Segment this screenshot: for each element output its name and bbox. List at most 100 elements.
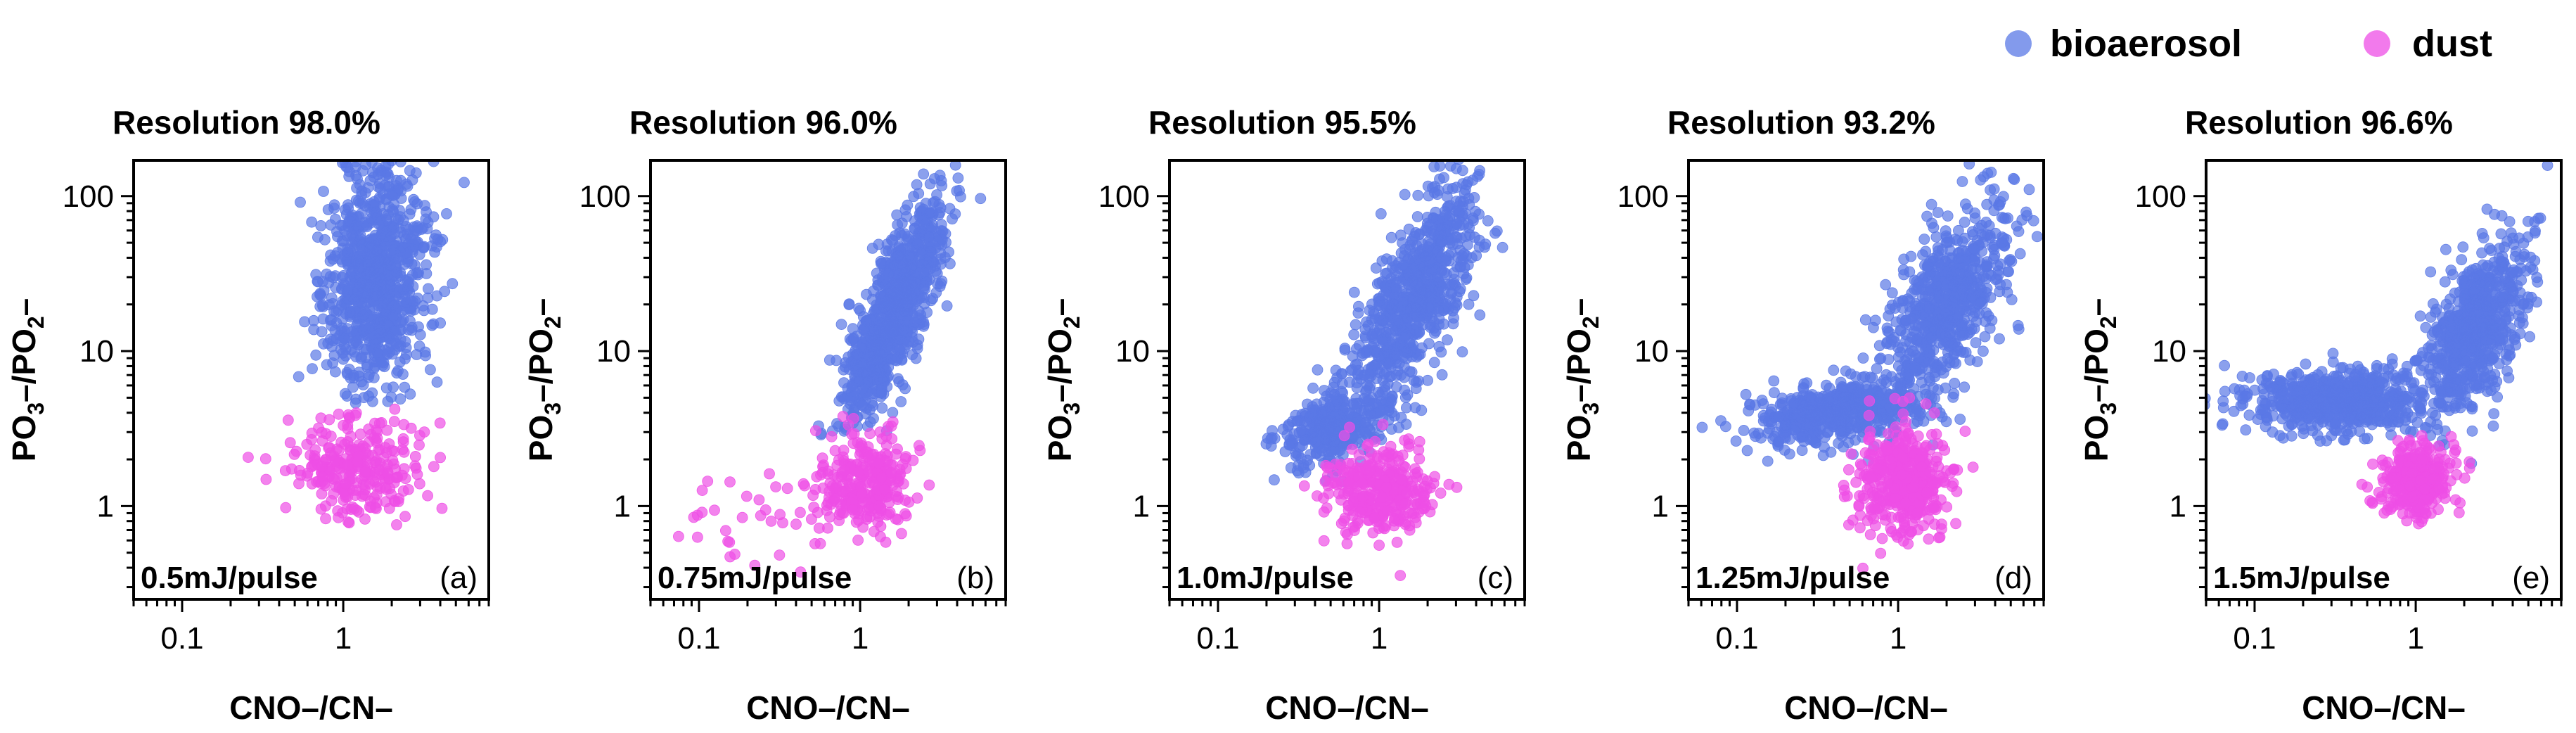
bioaerosol-point [1265,433,1277,445]
bioaerosol-point [1369,324,1380,336]
bioaerosol-point [1880,279,1892,291]
bioaerosol-point [404,165,416,177]
dust-point [1298,480,1310,492]
bioaerosol-point [385,391,397,403]
bioaerosol-point [929,196,941,208]
dust-point [1414,453,1425,465]
bioaerosol-point [1399,189,1411,200]
bioaerosol-point [1369,359,1380,371]
dust-point [829,493,841,504]
bioaerosol-point [336,235,348,247]
bioaerosol-point [1783,448,1795,460]
bioaerosol-point [1468,290,1480,302]
bioaerosol-point [295,196,306,208]
y-axis-label-part: –/PO [523,329,559,402]
bioaerosol-point [1454,283,1466,295]
bioaerosol-point [317,313,329,325]
bioaerosol-point [1312,364,1324,376]
bioaerosol-point [918,298,930,310]
dust-point [388,458,399,470]
bioaerosol-point [426,303,438,315]
dust-point [1369,511,1380,523]
bioaerosol-point [932,278,943,290]
bioaerosol-point [903,336,915,348]
bioaerosol-point [1451,231,1463,243]
bioaerosol-point [397,215,409,227]
bioaerosol-point [404,295,416,307]
y-axis-label-part: PO [6,415,42,461]
bioaerosol-point [1796,445,1808,457]
dust-point [855,480,866,492]
dust-point [352,456,364,468]
dust-point [382,467,394,479]
dust-point [326,450,338,461]
dust-point [696,485,708,496]
bioaerosol-point [914,202,926,214]
dust-point [391,471,403,483]
dust-point [878,483,890,495]
bioaerosol-point [1438,172,1449,184]
bioaerosol-point [1408,263,1420,275]
bioaerosol-point [1309,436,1321,448]
dust-point [260,473,272,485]
x-tick-label: 1 [1371,621,1388,656]
dust-point [391,519,402,530]
bioaerosol-point [1969,212,1981,224]
bioaerosol-point [866,340,878,352]
dust-point [899,508,911,520]
bioaerosol-point [1412,189,1424,201]
bioaerosol-point [378,140,389,151]
bioaerosol-point [886,286,898,298]
bioaerosol-point [360,141,371,151]
dust-point [259,453,271,465]
bioaerosol-point [307,363,318,374]
bioaerosol-point [420,213,432,225]
bioaerosol-point [905,262,916,274]
bioaerosol-point [385,231,396,243]
bioaerosol-point [364,266,376,277]
bioaerosol-point [1428,316,1440,327]
dust-point [880,536,892,548]
bioaerosol-point [1442,226,1454,238]
dust-point [839,464,850,476]
dust-point [1352,515,1364,527]
bioaerosol-point [1959,381,1971,393]
dust-point [332,505,344,517]
bioaerosol-point [373,142,384,153]
points-group [673,106,992,578]
bioaerosol-point [1462,176,1474,188]
bioaerosol-point [1850,371,1861,383]
bioaerosol-point [982,106,992,116]
bioaerosol-point [339,388,351,400]
dust-point [414,439,425,451]
dust-point [852,535,864,546]
bioaerosol-point [385,148,396,159]
bioaerosol-point [401,247,413,259]
dust-point [1357,491,1369,502]
bioaerosol-point [1470,137,1480,148]
bioaerosol-point [363,322,375,334]
bioaerosol-point [364,174,376,186]
dust-point [741,490,752,502]
bioaerosol-point [2013,226,2025,238]
bioaerosol-point [1423,255,1435,267]
bioaerosol-point [949,160,961,171]
bioaerosol-point [1859,314,1871,326]
dust-point [385,488,397,500]
bioaerosol-point [1949,378,1961,389]
bioaerosol-point [390,266,401,278]
bioaerosol-point [375,275,387,287]
dust-point [320,513,332,525]
bioaerosol-point [380,382,392,394]
x-tick-label: 1 [852,621,869,656]
bioaerosol-point [347,381,359,393]
dust-point [765,516,777,527]
bioaerosol-point [1288,428,1300,440]
bioaerosol-point [1956,176,1968,187]
bioaerosol-point [357,309,369,321]
bioaerosol-point [909,222,921,234]
bioaerosol-point [2006,293,2018,305]
plot-frame [1168,159,1526,601]
bioaerosol-point [1422,217,1433,229]
dust-point [1380,481,1392,493]
